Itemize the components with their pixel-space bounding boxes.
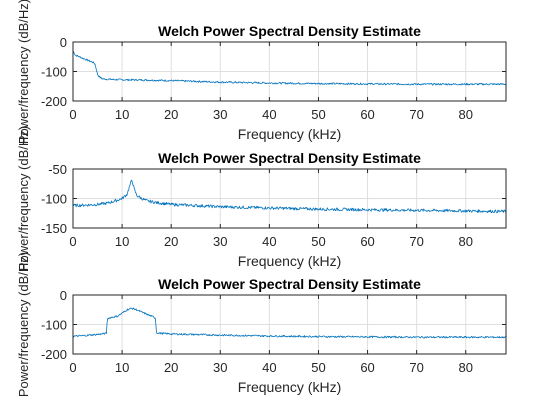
- x-tick-label: 0: [69, 234, 76, 249]
- x-tick-label: 70: [409, 107, 423, 122]
- chart-panel-2: 0 10 20 30 40 50 60 70 80 -50 -100 -150 Welch Power …: [16, 126, 507, 271]
- y-tick-label: -200: [41, 347, 67, 362]
- x-tick-label: 20: [164, 360, 178, 375]
- x-tick-label: 30: [213, 107, 227, 122]
- x-tick-label: 30: [213, 234, 227, 249]
- chart-panel-3: 0 10 20 30 40 50 60 70 80 0 -100 -200 Welch Power Sp…: [16, 252, 507, 397]
- plot-frame: [72, 294, 507, 355]
- chart-title: Welch Power Spectral Density Estimate: [158, 23, 421, 39]
- x-axis-label: Frequency (kHz): [238, 253, 341, 269]
- y-tick-label: -200: [41, 94, 67, 109]
- x-tick-label: 40: [262, 360, 276, 375]
- x-tick-label: 30: [213, 360, 227, 375]
- plot-frame: [72, 168, 507, 229]
- series-line-1: [72, 179, 507, 214]
- y-tick-label: -100: [41, 318, 67, 333]
- series-line-1: [72, 50, 507, 86]
- x-axis-label: Frequency (kHz): [238, 126, 341, 142]
- chart-title: Welch Power Spectral Density Estimate: [158, 276, 421, 292]
- series-line-1: [72, 307, 507, 339]
- x-tick-label: 60: [360, 107, 374, 122]
- y-tick-label: 0: [60, 288, 67, 303]
- y-tick-label: -100: [41, 192, 67, 207]
- x-tick-label: 40: [262, 107, 276, 122]
- x-tick-label: 10: [115, 234, 129, 249]
- x-tick-label: 80: [459, 107, 473, 122]
- chart-title: Welch Power Spectral Density Estimate: [158, 150, 421, 166]
- y-tick-label: -50: [48, 162, 67, 177]
- chart-panel-1: 0 10 20 30 40 50 60 70 80 0 -100 -200 Welch Power Sp…: [16, 0, 507, 144]
- y-axis-label: Power/frequency (dB/Hz): [16, 252, 31, 397]
- x-tick-label: 0: [69, 360, 76, 375]
- x-tick-label: 50: [311, 360, 325, 375]
- x-tick-label: 80: [459, 360, 473, 375]
- plot-frame: [72, 41, 507, 102]
- x-tick-label: 0: [69, 107, 76, 122]
- x-tick-label: 10: [115, 360, 129, 375]
- x-tick-label: 60: [360, 234, 374, 249]
- x-tick-label: 80: [459, 234, 473, 249]
- x-tick-label: 50: [311, 234, 325, 249]
- y-tick-label: -150: [41, 221, 67, 236]
- x-tick-label: 20: [164, 107, 178, 122]
- x-tick-label: 50: [311, 107, 325, 122]
- y-tick-label: 0: [60, 35, 67, 50]
- x-tick-label: 70: [409, 360, 423, 375]
- x-tick-label: 60: [360, 360, 374, 375]
- y-tick-label: -100: [41, 65, 67, 80]
- x-tick-label: 40: [262, 234, 276, 249]
- x-tick-label: 70: [409, 234, 423, 249]
- x-axis-label: Frequency (kHz): [238, 379, 341, 395]
- x-tick-label: 20: [164, 234, 178, 249]
- y-axis-label: Power/frequency (dB/Hz): [16, 126, 31, 271]
- x-tick-label: 10: [115, 107, 129, 122]
- y-axis-label: Power/frequency (dB/Hz): [16, 0, 31, 144]
